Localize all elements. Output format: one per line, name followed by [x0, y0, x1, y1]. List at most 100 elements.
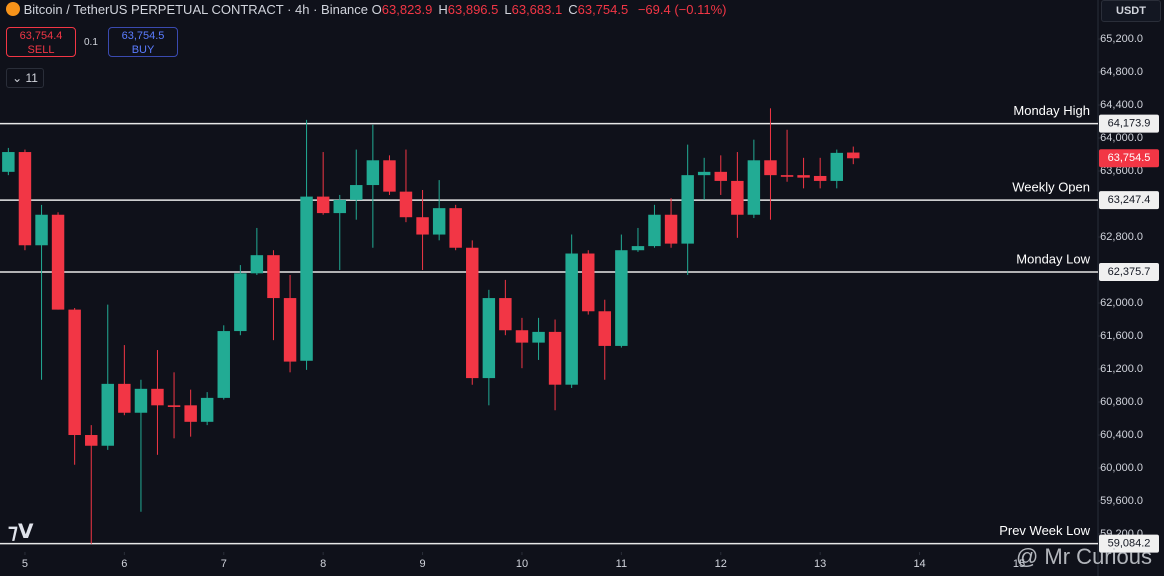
spread: 0.1: [84, 37, 98, 48]
change: −69.4 (−0.11%): [637, 2, 727, 17]
y-tick-label: 65,200.0: [1100, 33, 1143, 45]
candle-body: [664, 214, 678, 244]
candle-body: [615, 250, 628, 346]
candle-body: [200, 397, 214, 422]
ohlc-key: C: [568, 2, 578, 17]
candle-body: [350, 185, 363, 200]
candle-body: [499, 298, 512, 331]
sell-button[interactable]: 63,754.4 SELL: [6, 27, 76, 57]
candle-body: [797, 175, 810, 178]
candle-body: [631, 246, 645, 251]
candle-body: [383, 160, 396, 192]
ohlc-key: H: [438, 2, 448, 17]
level-name: Weekly Open: [1012, 180, 1090, 195]
last-price-box: [1099, 149, 1159, 168]
candle-body: [416, 217, 429, 235]
candle-body: [548, 331, 562, 385]
candle-body: [399, 191, 413, 218]
watermark: @ Mr Curious: [1015, 544, 1152, 569]
x-tick-label: 11: [616, 558, 627, 570]
candle-body: [35, 214, 48, 246]
ohlc-key: L: [504, 2, 512, 17]
x-tick-label: 15: [1013, 558, 1025, 570]
y-tick-label: 64,400.0: [1100, 99, 1143, 111]
ohlc-value: 63,823.9: [381, 2, 433, 17]
x-tick-label: 7: [221, 558, 227, 570]
candle-body: [250, 255, 264, 274]
candle-body: [532, 331, 545, 343]
candle-body: [515, 330, 529, 343]
indicator-count: 11: [25, 71, 38, 85]
y-tick-label: 60,800.0: [1100, 396, 1143, 408]
candle-body: [366, 160, 380, 186]
candle-body: [300, 196, 313, 361]
level-price-box: [1099, 191, 1159, 210]
currency-select[interactable]: USDT: [1101, 0, 1161, 22]
candle-body: [283, 298, 297, 362]
candle-body: [151, 388, 164, 406]
candle-body: [2, 152, 15, 172]
level-name: Monday High: [1013, 103, 1090, 118]
x-tick-label: 8: [320, 558, 326, 570]
candle-body: [217, 331, 230, 398]
candle-body: [731, 180, 744, 215]
ohlc-value: 63,683.1: [511, 2, 563, 17]
x-tick-label: 12: [715, 558, 727, 570]
x-tick-label: 6: [121, 558, 127, 570]
ohlc: O63,823.9 H63,896.5 L63,683.1 C63,754.5: [372, 2, 635, 17]
candle-body: [697, 171, 711, 176]
level-name: Monday Low: [1016, 251, 1090, 266]
candle-body: [333, 199, 346, 214]
candle-body: [466, 247, 479, 379]
candle-body: [648, 214, 661, 247]
level-price: 62,375.7: [1108, 266, 1151, 278]
candle-body: [449, 208, 462, 248]
y-tick-label: 60,000.0: [1100, 462, 1143, 474]
x-tick-label: 10: [516, 558, 528, 570]
candle-body: [234, 273, 247, 332]
candle-body: [101, 383, 114, 446]
tv-logo: ⁊𝗩: [8, 521, 34, 543]
y-tick-label: 64,000.0: [1100, 132, 1143, 144]
candle-body: [85, 435, 98, 446]
buy-price: 63,754.5: [121, 30, 165, 42]
y-tick-label: 62,000.0: [1100, 297, 1143, 309]
x-tick-label: 5: [22, 558, 28, 570]
candle-body: [681, 175, 694, 244]
candle-body: [847, 152, 860, 159]
buy-button[interactable]: 63,754.5 BUY: [108, 27, 178, 57]
coin-icon: [6, 2, 20, 16]
indicators-toggle[interactable]: ⌄ 11: [6, 68, 44, 88]
symbol[interactable]: Bitcoin / TetherUS PERPETUAL CONTRACT · …: [23, 2, 369, 17]
x-tick-label: 13: [814, 558, 826, 570]
candle-body: [267, 255, 280, 299]
candle-body: [51, 214, 65, 310]
header: Bitcoin / TetherUS PERPETUAL CONTRACT · …: [6, 2, 733, 17]
level-price: 59,084.2: [1108, 537, 1151, 549]
candle-body: [167, 405, 181, 407]
y-tick-label: 61,600.0: [1100, 330, 1143, 342]
candle-body: [598, 311, 611, 346]
candle-body: [830, 152, 843, 181]
y-tick-label: 62,800.0: [1100, 231, 1143, 243]
candle-body: [18, 152, 32, 246]
level-price-box: [1099, 114, 1159, 133]
candle-body: [316, 196, 330, 214]
y-tick-label: 64,800.0: [1100, 66, 1143, 78]
candle-body: [134, 388, 148, 413]
price-axis: [1098, 0, 1164, 576]
candle-body: [582, 253, 595, 312]
candle-body: [184, 405, 197, 422]
buy-label: BUY: [131, 44, 155, 56]
ohlc-key: O: [371, 2, 382, 17]
level-price: 63,247.4: [1108, 194, 1151, 206]
last-price: 63,754.5: [1108, 152, 1151, 164]
candle-body: [813, 175, 827, 181]
y-tick-label: 61,200.0: [1100, 363, 1143, 375]
candle-body: [780, 175, 794, 177]
ohlc-value: 63,896.5: [447, 2, 499, 17]
candle-body: [68, 309, 81, 436]
y-tick-label: 60,400.0: [1100, 429, 1143, 441]
